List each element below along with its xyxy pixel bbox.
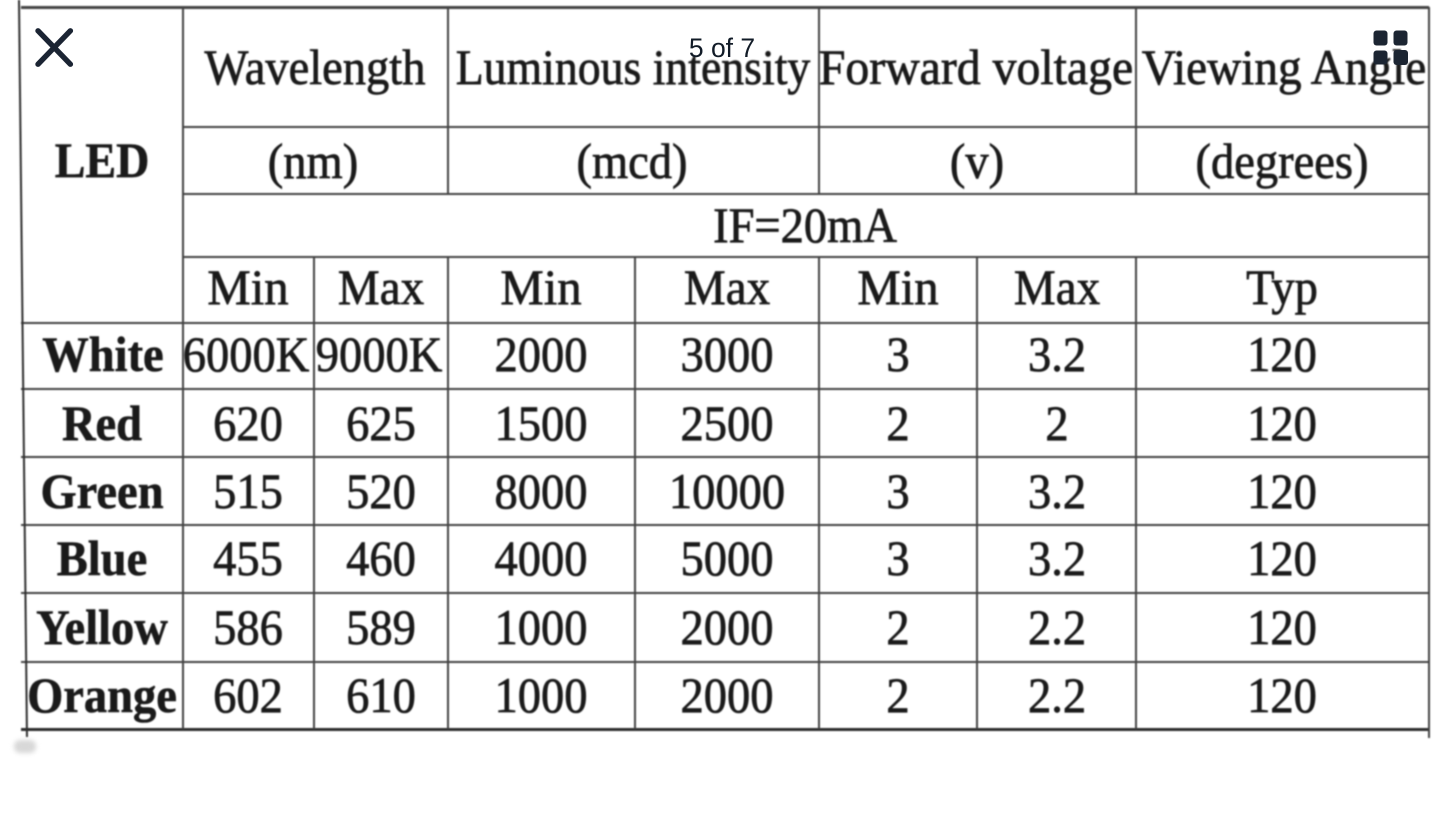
svg-text:5 of 7: 5 of 7 [689,33,755,63]
